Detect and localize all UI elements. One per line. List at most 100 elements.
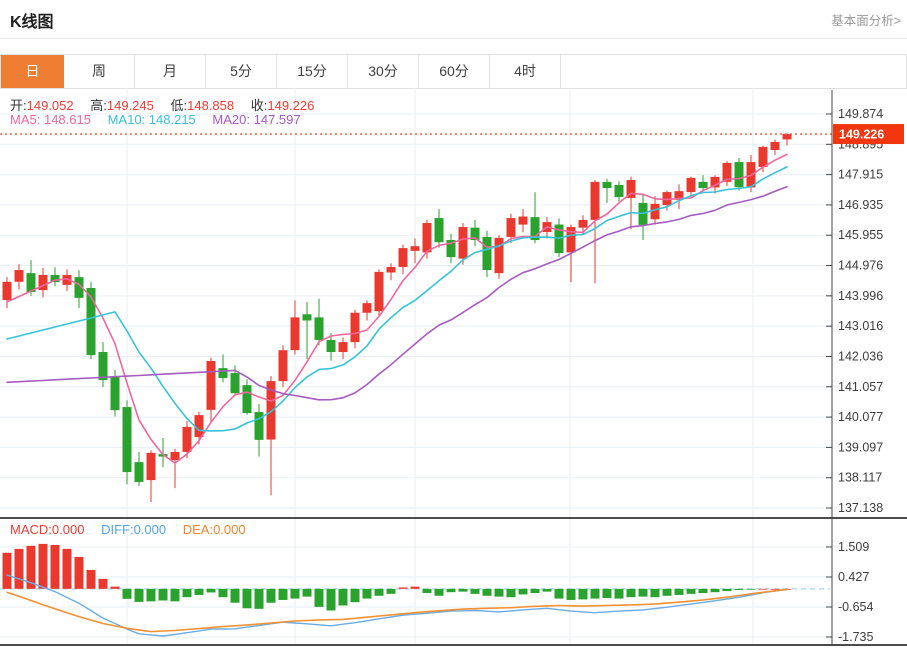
price-axis-label: 139.097 <box>838 440 883 454</box>
candle <box>98 352 108 381</box>
candle <box>686 177 696 193</box>
candle <box>110 377 120 411</box>
price-axis-label: 143.016 <box>838 319 883 333</box>
macd-bar <box>434 588 444 596</box>
macd-bar <box>590 588 600 599</box>
macd-bar <box>734 588 744 590</box>
header-divider <box>0 38 907 39</box>
candle <box>362 303 372 313</box>
macd-bar <box>2 552 12 589</box>
macd-bar <box>638 588 648 597</box>
candle <box>770 141 780 151</box>
candle <box>350 312 360 343</box>
macd-bar <box>170 588 180 602</box>
macd-bar <box>98 578 108 589</box>
candle <box>230 373 240 394</box>
candle <box>410 246 420 251</box>
macd-bar <box>290 588 300 599</box>
macd-bar <box>314 588 324 607</box>
candle <box>458 227 468 259</box>
candle <box>662 192 672 206</box>
macd-axis-label: -1.735 <box>838 630 873 644</box>
candle <box>290 317 300 351</box>
candle <box>530 217 540 241</box>
macd-axis-label: -0.654 <box>838 600 873 614</box>
price-axis-label: 142.036 <box>838 349 883 363</box>
candle <box>590 181 600 220</box>
price-axis-label: 147.915 <box>838 168 883 182</box>
macd-bar <box>470 588 480 594</box>
candle <box>446 240 456 258</box>
macd-bar <box>746 588 756 590</box>
price-axis-label: 138.117 <box>838 471 882 485</box>
tab-7[interactable]: 60分 <box>419 55 490 88</box>
macd-bar <box>74 556 84 589</box>
tab-1[interactable]: 日 <box>1 55 64 88</box>
macd-bar <box>494 588 504 597</box>
tab-8[interactable]: 4时 <box>490 55 561 88</box>
macd-bar <box>530 588 540 594</box>
candle <box>386 266 396 273</box>
macd-bar <box>542 588 552 592</box>
macd-bar <box>698 588 708 594</box>
candle <box>2 281 12 301</box>
candle <box>506 218 516 237</box>
macd-bar <box>206 588 216 593</box>
price-axis-label: 140.077 <box>838 410 883 424</box>
macd-bar <box>686 588 696 594</box>
period-tab-bar: 日周月 5分 15分 30分 60分 4时 <box>0 54 907 89</box>
tab-2[interactable]: 周 <box>64 55 135 88</box>
macd-axis-label: 1.509 <box>838 540 869 554</box>
candle <box>74 277 84 298</box>
macd-bar <box>350 588 360 603</box>
candle <box>182 426 192 452</box>
ma5-line <box>6 153 788 464</box>
macd-bar <box>386 588 396 594</box>
candle <box>482 236 492 271</box>
candle <box>674 191 684 200</box>
candle <box>314 317 324 340</box>
tab-6[interactable]: 30分 <box>348 55 419 88</box>
candle <box>470 227 480 241</box>
candle <box>194 415 204 438</box>
macd-bar <box>26 545 36 589</box>
macd-bar <box>194 588 204 595</box>
macd-bar <box>362 588 372 599</box>
candle <box>494 237 504 274</box>
candle <box>302 314 312 321</box>
macd-bar <box>566 588 576 600</box>
macd-bar <box>38 543 48 589</box>
candle <box>566 227 576 253</box>
macd-bar <box>242 588 252 609</box>
macd-bar <box>134 588 144 602</box>
candle <box>518 216 528 225</box>
candle <box>218 368 228 379</box>
candle <box>170 451 180 460</box>
candle <box>374 271 384 312</box>
price-axis-label: 141.057 <box>838 380 883 394</box>
candle <box>242 385 252 413</box>
candle <box>722 163 732 182</box>
macd-bar <box>446 588 456 593</box>
macd-bar <box>110 586 120 589</box>
macd-bar <box>146 588 156 602</box>
tab-4[interactable]: 5分 <box>206 55 277 88</box>
price-axis-label: 145.955 <box>838 228 883 242</box>
page-title: K线图 <box>10 14 54 31</box>
macd-bar <box>482 588 492 596</box>
fundamental-analysis-link[interactable]: 基本面分析> <box>831 14 901 28</box>
tab-3[interactable]: 月 <box>135 55 206 88</box>
macd-bar <box>338 588 348 606</box>
candle <box>338 342 348 353</box>
candle <box>206 360 216 410</box>
current-price-badge-label: 149.226 <box>839 128 884 142</box>
macd-bar <box>770 588 780 590</box>
tab-5[interactable]: 15分 <box>277 55 348 88</box>
macd-bar <box>14 548 24 589</box>
macd-axis-label: 0.427 <box>838 570 869 584</box>
candle <box>758 146 768 168</box>
macd-bar <box>506 588 516 598</box>
macd-bar <box>578 588 588 600</box>
candle <box>254 412 264 440</box>
macd-bar <box>710 588 720 593</box>
